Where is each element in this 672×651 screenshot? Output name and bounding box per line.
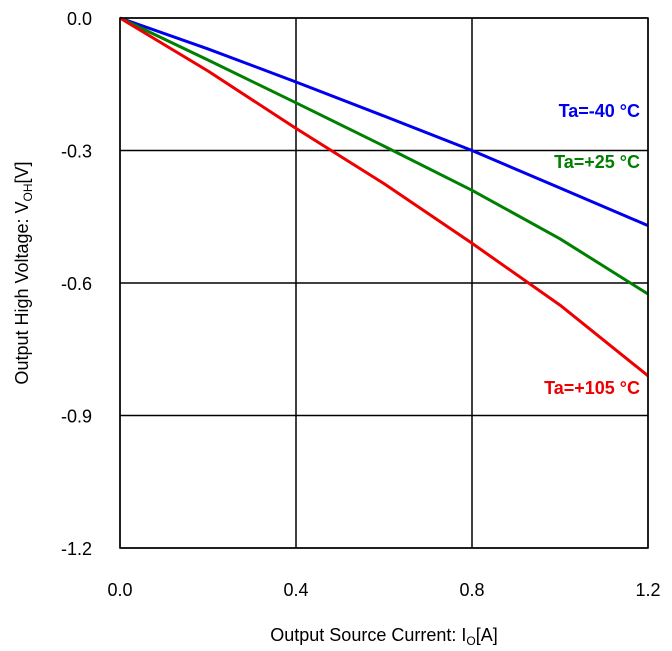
series-labels: Ta=-40 °C Ta=+25 °C Ta=+105 °C <box>544 101 640 398</box>
x-axis-label: Output Source Current: IO[A] <box>270 625 497 648</box>
x-tick-label: 0.0 <box>107 580 132 600</box>
series-lines <box>119 16 649 377</box>
y-tick-label: -0.6 <box>61 274 92 294</box>
series-line-ta-plus-105 <box>119 16 649 377</box>
x-tick-label: 0.4 <box>283 580 308 600</box>
x-tick-labels: 0.0 0.4 0.8 1.2 <box>107 580 660 600</box>
y-tick-labels: 0.0 -0.3 -0.6 -0.9 -1.2 <box>61 9 92 559</box>
series-line-ta-minus-40 <box>119 16 649 227</box>
x-tick-label: 1.2 <box>635 580 660 600</box>
series-label: Ta=+105 °C <box>544 378 640 398</box>
y-tick-label: 0.0 <box>67 9 92 29</box>
series-line-ta-plus-25 <box>119 16 649 296</box>
series-label: Ta=+25 °C <box>554 152 640 172</box>
plot-frame <box>119 17 649 549</box>
y-tick-label: -0.3 <box>61 142 92 162</box>
grid <box>119 17 649 549</box>
x-tick-label: 0.8 <box>459 580 484 600</box>
y-tick-label: -0.9 <box>61 407 92 427</box>
series-label: Ta=-40 °C <box>559 101 640 121</box>
y-tick-label: -1.2 <box>61 539 92 559</box>
y-axis-label: Output High Voltage: VOH[V] <box>12 161 35 384</box>
